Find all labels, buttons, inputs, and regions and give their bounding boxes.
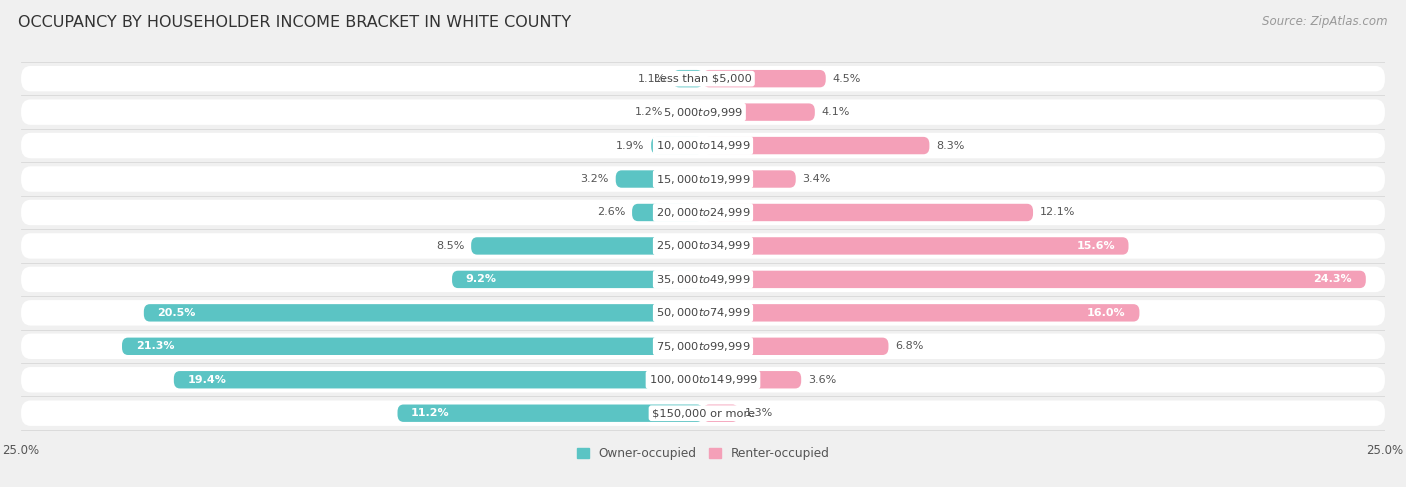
FancyBboxPatch shape: [21, 167, 1385, 192]
FancyBboxPatch shape: [21, 300, 1385, 325]
Text: 4.5%: 4.5%: [832, 74, 860, 84]
FancyBboxPatch shape: [703, 170, 796, 187]
Text: 9.2%: 9.2%: [465, 274, 496, 284]
Text: 4.1%: 4.1%: [821, 107, 851, 117]
Text: $15,000 to $19,999: $15,000 to $19,999: [655, 172, 751, 186]
FancyBboxPatch shape: [143, 304, 703, 321]
FancyBboxPatch shape: [21, 200, 1385, 225]
Text: 1.3%: 1.3%: [745, 408, 773, 418]
FancyBboxPatch shape: [21, 233, 1385, 259]
Text: 12.1%: 12.1%: [1040, 207, 1076, 218]
Text: $5,000 to $9,999: $5,000 to $9,999: [664, 106, 742, 119]
Text: Less than $5,000: Less than $5,000: [654, 74, 752, 84]
Text: $35,000 to $49,999: $35,000 to $49,999: [655, 273, 751, 286]
Text: 15.6%: 15.6%: [1076, 241, 1115, 251]
FancyBboxPatch shape: [633, 204, 703, 221]
FancyBboxPatch shape: [21, 99, 1385, 125]
FancyBboxPatch shape: [673, 70, 703, 87]
FancyBboxPatch shape: [703, 137, 929, 154]
FancyBboxPatch shape: [21, 334, 1385, 359]
FancyBboxPatch shape: [122, 337, 703, 355]
Text: 8.5%: 8.5%: [436, 241, 464, 251]
FancyBboxPatch shape: [703, 371, 801, 389]
FancyBboxPatch shape: [703, 204, 1033, 221]
Text: 19.4%: 19.4%: [187, 375, 226, 385]
Text: 1.9%: 1.9%: [616, 141, 644, 150]
FancyBboxPatch shape: [703, 337, 889, 355]
FancyBboxPatch shape: [703, 70, 825, 87]
FancyBboxPatch shape: [471, 237, 703, 255]
FancyBboxPatch shape: [174, 371, 703, 389]
Text: 2.6%: 2.6%: [598, 207, 626, 218]
Text: 3.6%: 3.6%: [808, 375, 837, 385]
FancyBboxPatch shape: [21, 400, 1385, 426]
Legend: Owner-occupied, Renter-occupied: Owner-occupied, Renter-occupied: [572, 442, 834, 465]
FancyBboxPatch shape: [651, 137, 703, 154]
Text: 16.0%: 16.0%: [1087, 308, 1126, 318]
Text: 3.4%: 3.4%: [803, 174, 831, 184]
Text: $150,000 or more: $150,000 or more: [651, 408, 755, 418]
FancyBboxPatch shape: [21, 367, 1385, 393]
Text: 1.1%: 1.1%: [638, 74, 666, 84]
Text: 6.8%: 6.8%: [896, 341, 924, 351]
Text: $25,000 to $34,999: $25,000 to $34,999: [655, 240, 751, 252]
Text: 8.3%: 8.3%: [936, 141, 965, 150]
Text: $100,000 to $149,999: $100,000 to $149,999: [648, 373, 758, 386]
FancyBboxPatch shape: [703, 103, 815, 121]
FancyBboxPatch shape: [616, 170, 703, 187]
FancyBboxPatch shape: [703, 405, 738, 422]
Text: 24.3%: 24.3%: [1313, 274, 1353, 284]
FancyBboxPatch shape: [453, 271, 703, 288]
Text: $10,000 to $14,999: $10,000 to $14,999: [655, 139, 751, 152]
FancyBboxPatch shape: [21, 133, 1385, 158]
Text: 21.3%: 21.3%: [135, 341, 174, 351]
FancyBboxPatch shape: [703, 271, 1365, 288]
FancyBboxPatch shape: [703, 237, 1129, 255]
Text: $20,000 to $24,999: $20,000 to $24,999: [655, 206, 751, 219]
FancyBboxPatch shape: [21, 66, 1385, 92]
Text: 20.5%: 20.5%: [157, 308, 195, 318]
Text: $50,000 to $74,999: $50,000 to $74,999: [655, 306, 751, 319]
Text: 11.2%: 11.2%: [411, 408, 450, 418]
Text: 3.2%: 3.2%: [581, 174, 609, 184]
Text: OCCUPANCY BY HOUSEHOLDER INCOME BRACKET IN WHITE COUNTY: OCCUPANCY BY HOUSEHOLDER INCOME BRACKET …: [18, 15, 571, 30]
FancyBboxPatch shape: [21, 267, 1385, 292]
FancyBboxPatch shape: [703, 304, 1139, 321]
Text: $75,000 to $99,999: $75,000 to $99,999: [655, 340, 751, 353]
FancyBboxPatch shape: [671, 103, 703, 121]
Text: 1.2%: 1.2%: [636, 107, 664, 117]
FancyBboxPatch shape: [398, 405, 703, 422]
Text: Source: ZipAtlas.com: Source: ZipAtlas.com: [1263, 15, 1388, 28]
